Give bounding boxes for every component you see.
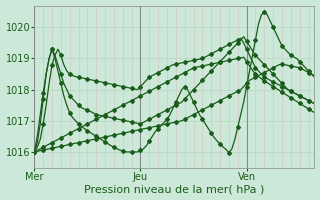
X-axis label: Pression niveau de la mer( hPa ): Pression niveau de la mer( hPa ) <box>84 184 265 194</box>
